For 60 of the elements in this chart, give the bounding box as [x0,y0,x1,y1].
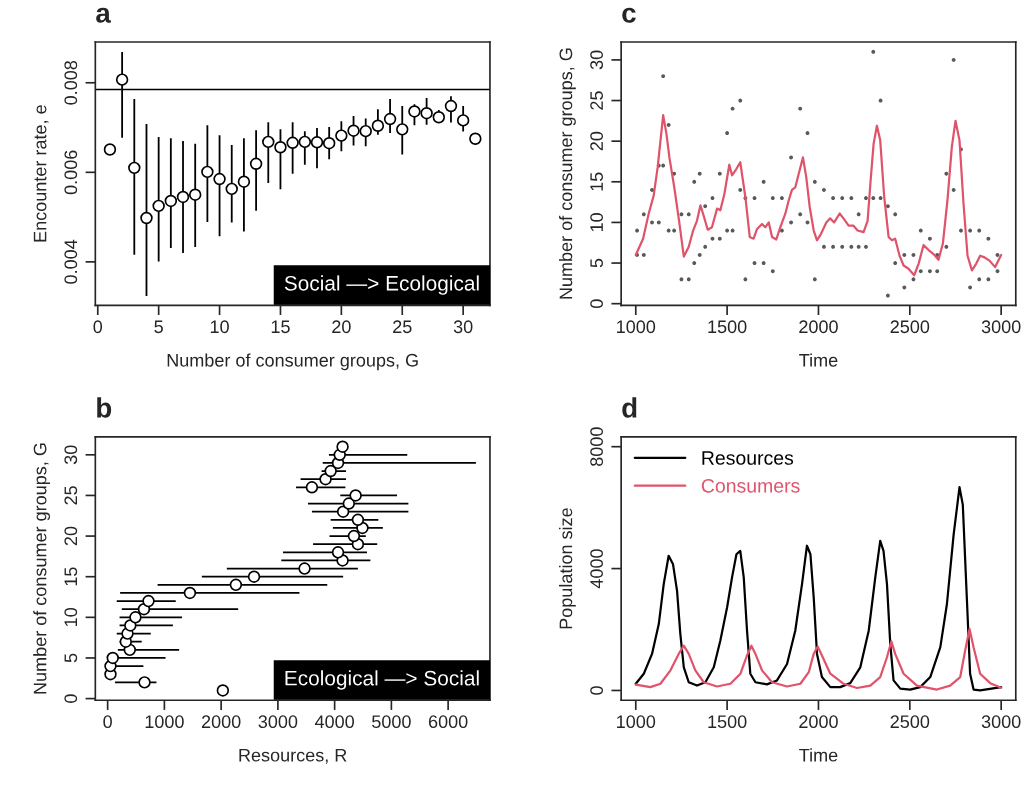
chart-title: b [97,397,112,418]
x-tick-label: 2500 [890,320,930,334]
x-tick-label: 1000 [617,715,656,729]
annotation: Social —> Ecological [284,275,479,295]
y-axis-title: Population size [559,508,576,629]
y-tick-label: 15 [590,172,603,191]
x-tick-label: 25 [393,320,412,334]
y-tick-label: 0 [64,694,78,703]
y-axis-title: Number of consumer groups, G [33,443,51,694]
y-tick-label: 0 [590,686,603,695]
y-tick-label: 20 [590,131,603,151]
x-tick-label: 0 [93,320,103,334]
x-tick-label: 4000 [314,715,355,729]
x-tick-label: 1000 [145,715,184,729]
x-tick-label: 0 [103,715,112,729]
legend-label: Resources [702,451,794,465]
y-tick-label: 5 [64,653,78,663]
x-tick-label: 1500 [708,320,747,334]
x-axis-title: Number of consumer groups, G [167,353,418,371]
y-axis-title: Number of consumer groups, G [559,48,576,299]
y-tick-label: 10 [64,608,78,626]
x-tick-label: 6000 [428,715,468,729]
y-tick-label: 30 [64,445,78,465]
x-tick-label: 5000 [372,715,411,729]
x-tick-label: 2500 [890,715,930,729]
x-tick-label: 30 [453,320,473,334]
x-tick-label: 2000 [799,320,838,334]
y-tick-label: 4000 [590,549,603,589]
y-tick-label: 5 [590,258,603,268]
x-axis-title: Time [799,748,838,762]
y-tick-label: 8000 [590,427,603,466]
x-tick-label: 10 [210,320,229,334]
y-tick-label: 10 [590,213,603,232]
chart-title: c [622,7,636,23]
x-tick-label: 3000 [981,320,1021,334]
x-axis-title: Time [799,353,838,367]
y-tick-label: 0 [590,299,603,308]
x-tick-label: 3000 [981,715,1021,729]
x-axis-title: Resources, R [239,748,347,764]
x-tick-label: 5 [154,320,163,334]
x-tick-label: 1000 [617,320,656,334]
legend-label: Consumers [701,478,800,493]
x-tick-label: 15 [271,320,290,334]
x-tick-label: 2000 [201,715,241,729]
y-tick-label: 25 [590,91,603,110]
y-tick-label: 20 [64,526,78,546]
x-tick-label: 2000 [799,715,838,729]
y-tick-label: 15 [64,567,78,586]
chart-title: a [96,7,111,23]
x-tick-label: 1500 [708,715,747,729]
y-tick-label: 0.008 [64,60,78,105]
y-tick-label: 0.006 [64,150,78,195]
x-tick-label: 20 [332,320,351,334]
y-tick-label: 0.004 [64,239,78,284]
y-axis-title: Encounter rate, e [33,105,49,242]
x-tick-label: 3000 [258,715,298,729]
annotation: Ecological —> Social [285,670,479,690]
chart-title: d [622,397,637,418]
y-tick-label: 30 [590,50,603,70]
y-tick-label: 25 [64,486,78,505]
